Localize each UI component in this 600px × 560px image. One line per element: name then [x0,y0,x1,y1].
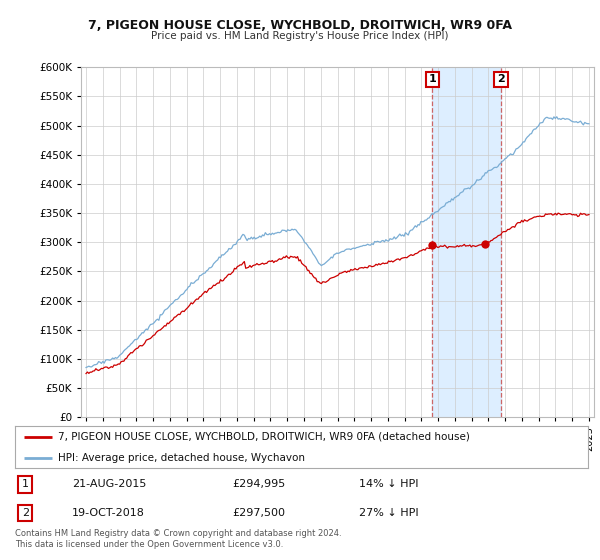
Bar [432,67,501,417]
Text: Contains HM Land Registry data © Crown copyright and database right 2024.
This d: Contains HM Land Registry data © Crown c… [15,529,341,549]
Text: 7, PIGEON HOUSE CLOSE, WYCHBOLD, DROITWICH, WR9 0FA: 7, PIGEON HOUSE CLOSE, WYCHBOLD, DROITWI… [88,18,512,32]
Text: 19-OCT-2018: 19-OCT-2018 [73,508,145,518]
Text: 1: 1 [428,74,436,85]
Text: Price paid vs. HM Land Registry's House Price Index (HPI): Price paid vs. HM Land Registry's House … [151,31,449,41]
Text: 21-AUG-2015: 21-AUG-2015 [73,479,146,489]
Text: £294,995: £294,995 [233,479,286,489]
Text: HPI: Average price, detached house, Wychavon: HPI: Average price, detached house, Wych… [58,454,305,463]
Text: 2: 2 [22,508,29,518]
Text: 14% ↓ HPI: 14% ↓ HPI [359,479,418,489]
Text: £297,500: £297,500 [233,508,286,518]
Text: 7, PIGEON HOUSE CLOSE, WYCHBOLD, DROITWICH, WR9 0FA (detached house): 7, PIGEON HOUSE CLOSE, WYCHBOLD, DROITWI… [58,432,470,441]
Text: 1: 1 [22,479,29,489]
Text: 27% ↓ HPI: 27% ↓ HPI [359,508,418,518]
Text: 2: 2 [497,74,505,85]
